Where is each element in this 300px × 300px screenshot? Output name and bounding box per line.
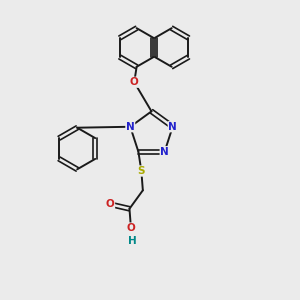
Text: H: H	[128, 236, 137, 246]
Text: O: O	[130, 77, 139, 87]
Text: O: O	[106, 199, 115, 209]
Text: S: S	[138, 166, 145, 176]
Text: O: O	[127, 223, 135, 233]
Text: N: N	[160, 147, 169, 157]
Text: N: N	[168, 122, 177, 132]
Text: N: N	[126, 122, 135, 132]
